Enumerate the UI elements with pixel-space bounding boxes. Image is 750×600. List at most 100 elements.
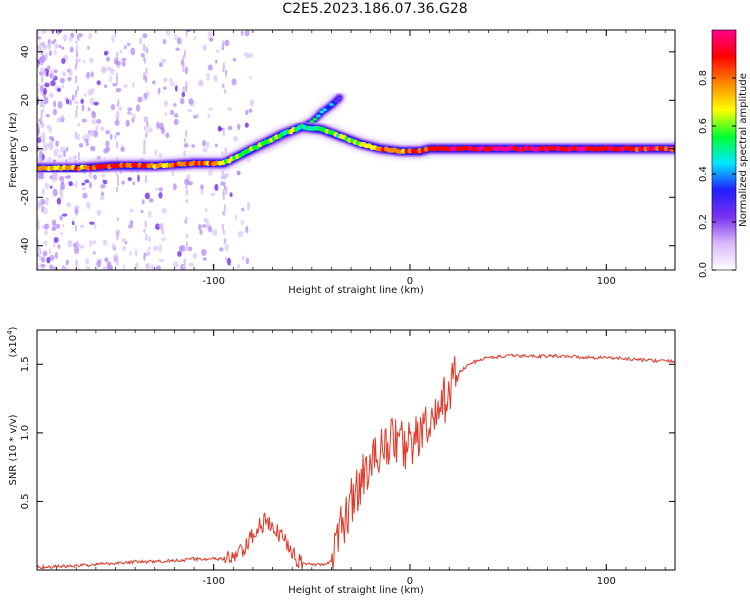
noise-speck [200, 184, 204, 190]
noise-speck [147, 246, 151, 250]
noise-speck [112, 83, 118, 87]
noise-speck [219, 127, 223, 131]
noise-speck [184, 66, 189, 75]
noise-speck [244, 109, 249, 116]
spectrogram-xtick-label: 0 [407, 276, 413, 287]
noise-streak [182, 64, 185, 72]
noise-speck [137, 174, 140, 183]
noise-speck [71, 220, 75, 226]
noise-streak [143, 116, 146, 122]
noise-speck [160, 237, 167, 242]
noise-speck [61, 114, 65, 119]
noise-speck [215, 49, 220, 53]
noise-speck [247, 203, 250, 211]
noise-speck [121, 60, 126, 67]
noise-speck [37, 83, 40, 87]
noise-speck [165, 132, 170, 139]
noise-speck [202, 44, 208, 51]
noise-speck [158, 224, 164, 228]
noise-streak [145, 67, 148, 75]
spectrogram-ytick-label: -40 [20, 238, 31, 254]
noise-speck [75, 180, 78, 188]
noise-speck [78, 143, 84, 148]
noise-streak [116, 102, 119, 107]
noise-speck [183, 247, 189, 252]
noise-speck [118, 106, 123, 112]
noise-streak [41, 90, 44, 96]
noise-speck [81, 118, 87, 123]
noise-speck [109, 67, 115, 75]
spectrogram-ylabel: Frequency (Hz) [8, 112, 19, 188]
noise-speck [74, 246, 80, 255]
noise-streak [77, 123, 80, 127]
noise-speck [86, 201, 91, 210]
noise-streak [75, 50, 78, 58]
noise-streak [116, 141, 119, 148]
noise-speck [44, 182, 50, 190]
noise-speck [206, 72, 210, 77]
noise-speck [156, 121, 160, 130]
noise-speck [85, 138, 89, 143]
noise-speck [173, 113, 179, 118]
noise-speck [187, 181, 193, 186]
noise-speck [42, 250, 48, 257]
noise-speck [96, 80, 101, 86]
noise-speck [39, 67, 46, 72]
noise-streak [185, 130, 188, 137]
noise-speck [208, 225, 213, 233]
noise-speck [113, 57, 119, 65]
noise-speck [43, 96, 49, 105]
noise-speck [44, 229, 48, 236]
noise-speck [56, 117, 62, 123]
noise-streak [117, 98, 120, 106]
noise-speck [173, 118, 179, 126]
noise-streak [185, 216, 188, 224]
noise-speck [150, 264, 155, 270]
noise-speck [158, 152, 163, 159]
noise-streak [146, 124, 149, 128]
noise-speck [37, 238, 40, 246]
noise-streak [41, 52, 44, 57]
noise-speck [132, 113, 136, 121]
noise-speck [89, 129, 94, 137]
noise-speck [106, 264, 112, 270]
noise-streak [224, 69, 227, 74]
noise-speck [58, 44, 62, 49]
noise-speck [237, 230, 244, 238]
noise-streak [77, 243, 80, 248]
noise-speck [161, 208, 167, 214]
noise-streak [117, 64, 120, 68]
noise-speck [37, 253, 40, 258]
noise-speck [163, 100, 169, 108]
noise-speck [59, 215, 63, 221]
noise-speck [37, 129, 40, 136]
noise-streak [116, 256, 119, 260]
noise-speck [123, 84, 128, 88]
noise-speck [88, 32, 92, 40]
noise-speck [158, 192, 163, 199]
noise-speck [219, 247, 224, 252]
noise-streak [143, 43, 146, 52]
noise-speck [132, 181, 136, 186]
noise-streak [185, 199, 188, 203]
noise-speck [164, 112, 168, 117]
noise-speck [82, 187, 87, 191]
noise-speck [110, 103, 116, 111]
noise-streak [77, 268, 80, 270]
noise-speck [129, 251, 132, 256]
noise-speck [158, 258, 165, 263]
noise-speck [191, 144, 196, 148]
noise-speck [182, 264, 186, 269]
noise-speck [198, 223, 202, 231]
noise-streak [183, 138, 186, 143]
noise-speck [52, 108, 57, 116]
noise-speck [69, 46, 74, 53]
branch-signal-core [329, 103, 334, 107]
noise-speck [60, 182, 65, 191]
noise-speck [45, 196, 49, 201]
noise-speck [232, 57, 237, 62]
noise-speck [109, 133, 113, 140]
noise-speck [46, 256, 51, 264]
noise-speck [53, 241, 56, 248]
noise-speck [188, 98, 194, 105]
